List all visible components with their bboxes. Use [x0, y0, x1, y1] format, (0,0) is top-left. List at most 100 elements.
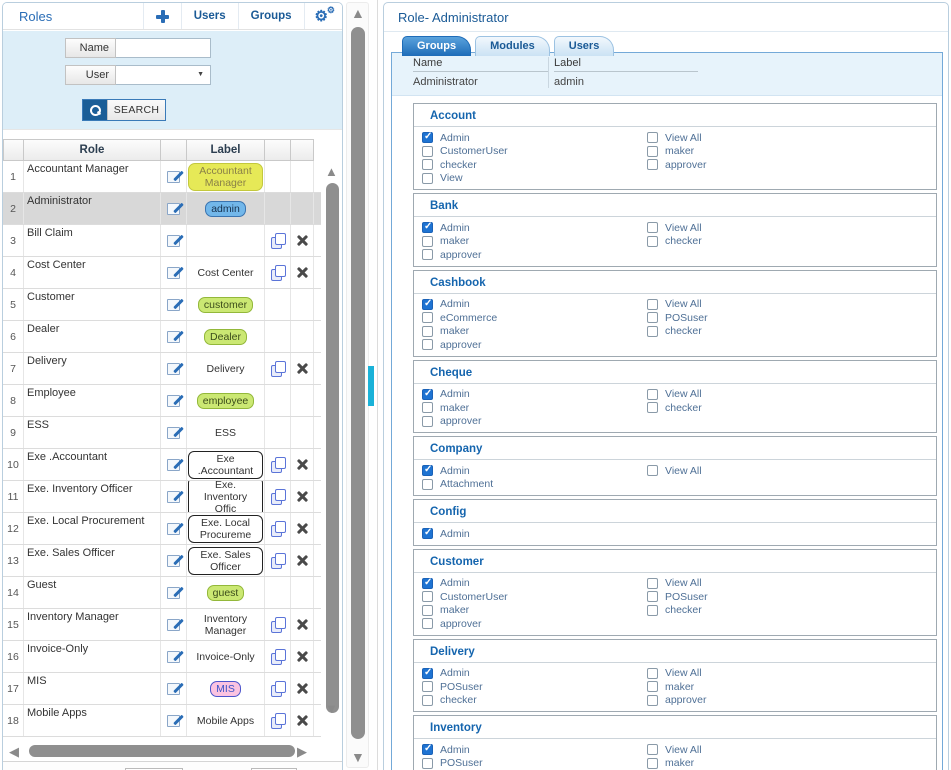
checkbox[interactable]	[422, 618, 433, 630]
role-name-cell[interactable]: Cost Center	[24, 257, 161, 288]
checkbox[interactable]	[647, 298, 658, 310]
delete-cell[interactable]	[291, 161, 314, 192]
edit-cell[interactable]	[161, 385, 187, 416]
permission-checkbox-item[interactable]: View All	[647, 388, 936, 402]
copy-cell[interactable]	[265, 353, 291, 384]
checkbox[interactable]	[422, 235, 433, 247]
permission-checkbox-item[interactable]: checker	[647, 604, 936, 618]
checkbox[interactable]	[647, 591, 658, 603]
edit-cell[interactable]	[161, 705, 187, 736]
delete-icon[interactable]	[297, 651, 308, 662]
permission-checkbox-item[interactable]: maker	[422, 235, 647, 249]
edit-icon[interactable]	[166, 266, 181, 279]
role-name-cell[interactable]: Guest	[24, 577, 161, 608]
permission-checkbox-item[interactable]: eCommerce	[422, 311, 647, 325]
table-row[interactable]: 9 ESS ESS	[3, 417, 321, 449]
permission-checkbox-item[interactable]: approver	[422, 415, 647, 429]
edit-cell[interactable]	[161, 577, 187, 608]
table-row[interactable]: 13 Exe. Sales Officer Exe. Sales Officer	[3, 545, 321, 577]
permission-checkbox-item[interactable]: approver	[422, 338, 647, 352]
table-hscroll-thumb[interactable]	[29, 745, 295, 757]
role-name-cell[interactable]: Customer	[24, 289, 161, 320]
edit-icon[interactable]	[166, 362, 181, 375]
edit-icon[interactable]	[166, 618, 181, 631]
permission-checkbox-item[interactable]: CustomerUser	[422, 145, 647, 159]
edit-cell[interactable]	[161, 417, 187, 448]
edit-cell[interactable]	[161, 513, 187, 544]
checkbox[interactable]	[422, 681, 433, 693]
copy-cell[interactable]	[265, 417, 291, 448]
checkbox[interactable]	[422, 312, 433, 324]
role-name-cell[interactable]: Administrator	[24, 193, 161, 224]
checkbox[interactable]	[422, 249, 433, 261]
checkbox[interactable]	[647, 145, 658, 157]
permission-checkbox-item[interactable]: checker	[647, 235, 936, 249]
tab-users[interactable]: Users	[553, 36, 615, 56]
checkbox[interactable]	[647, 604, 658, 616]
delete-icon[interactable]	[297, 683, 308, 694]
role-name-cell[interactable]: Exe. Sales Officer	[24, 545, 161, 576]
copy-cell[interactable]	[265, 449, 291, 480]
edit-cell[interactable]	[161, 225, 187, 256]
edit-cell[interactable]	[161, 289, 187, 320]
role-name-cell[interactable]: MIS	[24, 673, 161, 704]
role-name-cell[interactable]: ESS	[24, 417, 161, 448]
checkbox[interactable]	[422, 172, 433, 184]
permission-checkbox-item[interactable]: maker	[422, 401, 647, 415]
page-vertical-scrollbar[interactable]: ▲ ▼	[346, 2, 369, 768]
delete-cell[interactable]	[291, 353, 314, 384]
user-filter-select[interactable]: ▼	[116, 65, 211, 85]
edit-icon[interactable]	[166, 170, 181, 183]
delete-cell[interactable]	[291, 289, 314, 320]
copy-cell[interactable]	[265, 609, 291, 640]
checkbox[interactable]	[422, 415, 433, 427]
delete-icon[interactable]	[297, 491, 308, 502]
delete-cell[interactable]	[291, 385, 314, 416]
permission-checkbox-item[interactable]: View All	[647, 464, 936, 478]
page-scroll-up-icon[interactable]: ▲	[351, 5, 365, 21]
delete-icon[interactable]	[297, 555, 308, 566]
checkbox[interactable]	[422, 131, 433, 144]
search-button[interactable]: SEARCH	[82, 99, 166, 121]
checkbox[interactable]	[647, 465, 658, 477]
delete-icon[interactable]	[297, 523, 308, 534]
name-filter-input[interactable]	[116, 38, 211, 58]
permission-checkbox-item[interactable]: POSuser	[647, 311, 936, 325]
copy-cell[interactable]	[265, 161, 291, 192]
scroll-down-icon[interactable]: ▼	[325, 701, 338, 716]
role-name-cell[interactable]: Exe. Inventory Officer	[24, 481, 161, 512]
permission-checkbox-item[interactable]: Admin	[422, 131, 647, 145]
delete-cell[interactable]	[291, 705, 314, 736]
checkbox[interactable]	[422, 388, 433, 400]
delete-cell[interactable]	[291, 193, 314, 224]
table-row[interactable]: 4 Cost Center Cost Center	[3, 257, 321, 289]
edit-icon[interactable]	[166, 682, 181, 695]
edit-cell[interactable]	[161, 257, 187, 288]
table-row[interactable]: 16 Invoice-Only Invoice-Only	[3, 641, 321, 673]
copy-cell[interactable]	[265, 289, 291, 320]
permission-checkbox-item[interactable]: approver	[647, 694, 936, 708]
role-name-cell[interactable]: Dealer	[24, 321, 161, 352]
edit-icon[interactable]	[166, 202, 181, 215]
role-name-cell[interactable]: Employee	[24, 385, 161, 416]
permission-checkbox-item[interactable]: maker	[647, 145, 936, 159]
checkbox[interactable]	[422, 145, 433, 157]
copy-icon[interactable]	[270, 233, 286, 249]
copy-icon[interactable]	[270, 617, 286, 633]
edit-icon[interactable]	[166, 586, 181, 599]
copy-icon[interactable]	[270, 457, 286, 473]
copy-icon[interactable]	[270, 681, 286, 697]
panel-splitter-handle[interactable]	[368, 366, 374, 406]
scroll-up-icon[interactable]: ▲	[325, 164, 338, 179]
permission-checkbox-item[interactable]: maker	[422, 325, 647, 339]
table-row[interactable]: 6 Dealer Dealer	[3, 321, 321, 353]
delete-cell[interactable]	[291, 673, 314, 704]
checkbox[interactable]	[647, 132, 658, 144]
delete-cell[interactable]	[291, 545, 314, 576]
table-horizontal-scrollbar[interactable]: ◀ ▶	[3, 743, 321, 760]
edit-icon[interactable]	[166, 330, 181, 343]
checkbox[interactable]	[422, 159, 433, 171]
delete-cell[interactable]	[291, 513, 314, 544]
delete-cell[interactable]	[291, 257, 314, 288]
scroll-left-icon[interactable]: ◀	[9, 744, 19, 759]
